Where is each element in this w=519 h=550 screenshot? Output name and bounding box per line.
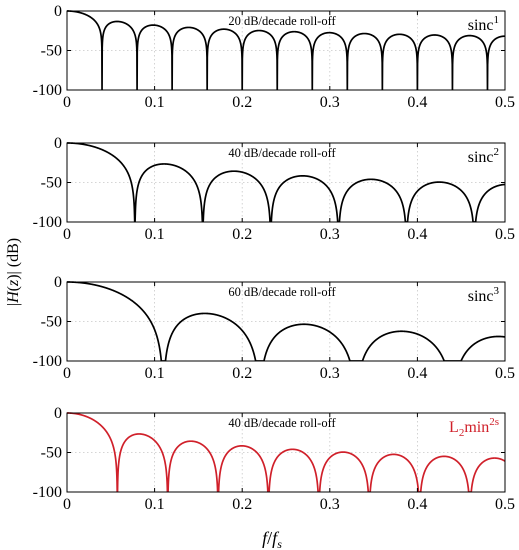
x-tick-label: 0.2 [232,496,252,513]
y-tick-label: -100 [33,353,62,370]
y-tick-label: 0 [54,274,62,291]
filter-label: sinc1 [468,14,499,34]
y-tick-label: -100 [33,214,62,231]
panel-1: 0 0.1 0.2 0.3 0.4 0.5 0 -50 -100 20 dB/decade rol… [33,3,515,111]
x-tick-label: 0.5 [495,365,515,382]
x-axis-label: f/fs [262,528,282,550]
y-tick-label: -100 [33,484,62,501]
y-tick-label: -50 [41,175,62,192]
x-tick-label: 0.5 [495,496,515,513]
x-tick-label: 0.2 [232,365,252,382]
x-tick-label: 0 [63,226,71,243]
x-tick-label: 0.3 [320,496,340,513]
filter-label: L2min2s [449,416,499,439]
y-tick-label: 0 [54,3,62,20]
grid [67,413,505,492]
x-tick-label: 0.1 [145,226,165,243]
y-tick-label: -50 [41,314,62,331]
y-tick-label: -100 [33,82,62,99]
x-tick-label: 0.5 [495,226,515,243]
x-tick-label: 0.4 [407,496,427,513]
y-axis-label: |H(z)| (dB) [5,238,22,306]
x-tick-label: 0.2 [232,94,252,111]
x-tick-label: 0 [63,94,71,111]
series-line [67,142,505,222]
panel-3: 0 0.1 0.2 0.3 0.4 0.5 0 -50 -100 60 dB/decade rol… [33,274,515,382]
x-tick-label: 0 [63,496,71,513]
series-line [67,281,505,361]
x-tick-label: 0.3 [320,365,340,382]
x-tick-label: 0.2 [232,226,252,243]
series-line [67,10,505,90]
x-tick-label: 0.3 [320,226,340,243]
filter-label: sinc2 [468,146,499,166]
series-line [67,412,505,492]
x-tick-label: 0.4 [407,365,427,382]
y-tick-label: -50 [41,445,62,462]
grid [67,282,505,361]
y-tick-label: 0 [54,405,62,422]
grid [67,11,505,90]
panel-2: 0 0.1 0.2 0.3 0.4 0.5 0 -50 -100 40 dB/decade rol… [33,135,515,243]
rolloff-annotation: 40 dB/decade roll-off [228,416,336,430]
x-tick-label: 0.1 [145,94,165,111]
y-tick-label: -50 [41,43,62,60]
x-tick-label: 0.1 [145,496,165,513]
x-tick-label: 0.3 [320,94,340,111]
x-tick-label: 0 [63,365,71,382]
x-tick-label: 0.4 [407,226,427,243]
y-tick-label: 0 [54,135,62,152]
x-tick-label: 0.5 [495,94,515,111]
rolloff-annotation: 60 dB/decade roll-off [228,285,336,299]
rolloff-annotation: 40 dB/decade roll-off [228,146,336,160]
rolloff-annotation: 20 dB/decade roll-off [228,14,336,28]
panel-4: 0 0.1 0.2 0.3 0.4 0.5 0 -50 -100 40 dB/decade rol… [33,405,515,513]
filter-label: sinc3 [468,285,500,305]
x-tick-label: 0.4 [407,94,427,111]
x-tick-label: 0.1 [145,365,165,382]
